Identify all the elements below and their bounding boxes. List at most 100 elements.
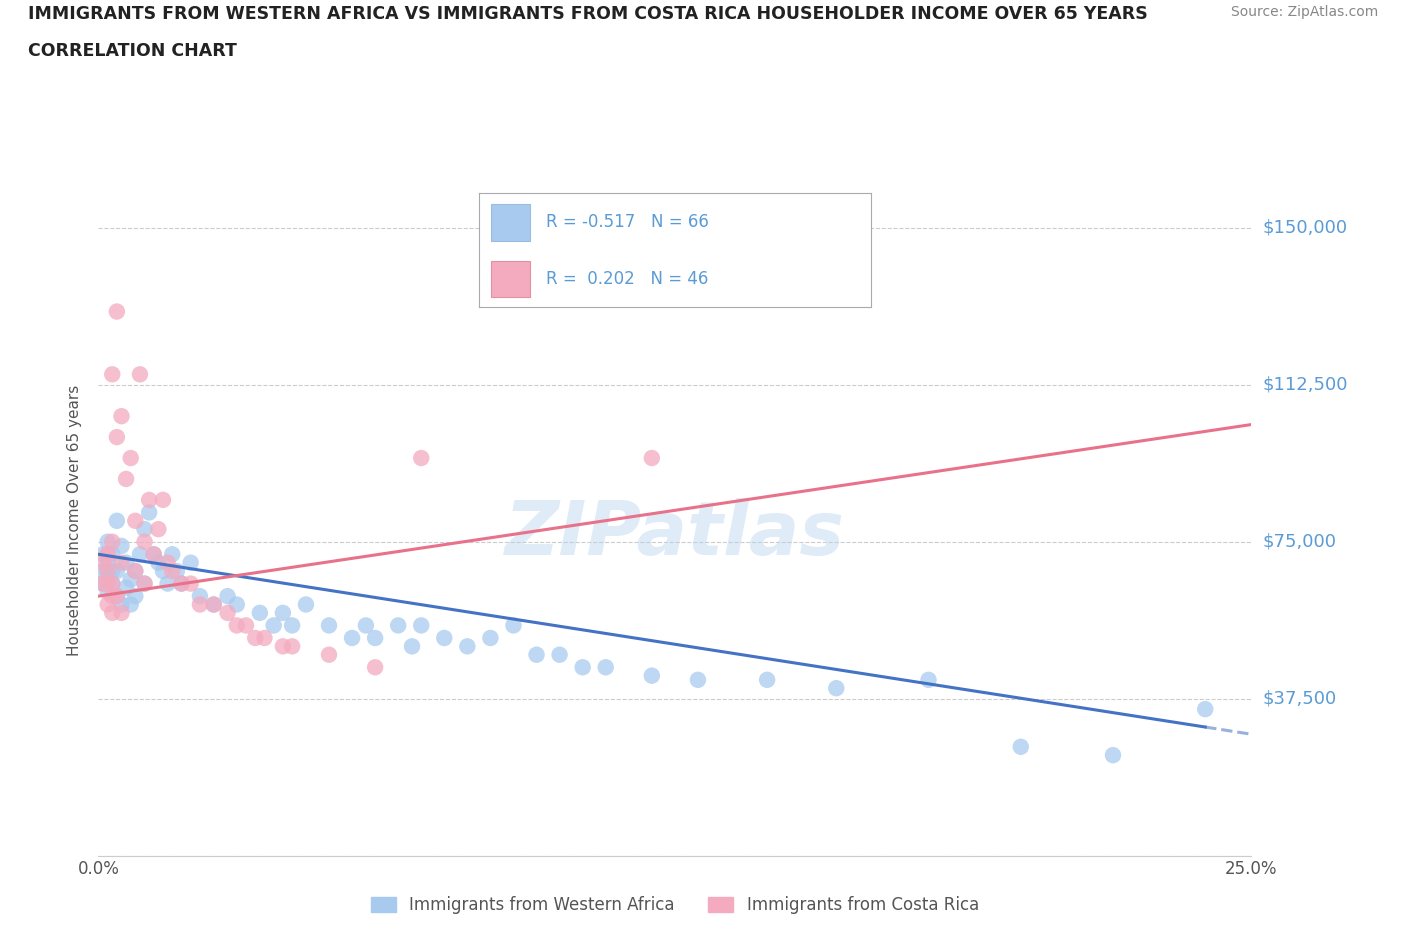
Point <box>138 505 160 520</box>
Point <box>318 647 340 662</box>
Point <box>97 585 120 600</box>
Point <box>120 572 142 587</box>
Point <box>101 564 124 578</box>
Point <box>479 631 502 645</box>
Point <box>245 631 267 645</box>
Point <box>917 672 939 687</box>
Point <box>134 576 156 591</box>
Point <box>156 576 179 591</box>
Point <box>364 631 387 645</box>
Point <box>91 555 114 570</box>
Point <box>105 304 128 319</box>
Point <box>180 576 202 591</box>
Point <box>101 576 124 591</box>
Point <box>502 618 524 633</box>
Point <box>105 513 128 528</box>
Point <box>340 631 363 645</box>
Point <box>101 367 124 382</box>
Point <box>97 597 120 612</box>
Point <box>401 639 423 654</box>
Point <box>217 605 239 620</box>
Point <box>120 451 142 466</box>
Point <box>249 605 271 620</box>
Legend: Immigrants from Western Africa, Immigrants from Costa Rica: Immigrants from Western Africa, Immigran… <box>364 890 986 921</box>
Point <box>148 522 170 537</box>
Text: $150,000: $150,000 <box>1263 219 1347 237</box>
Point <box>433 631 456 645</box>
Point <box>110 409 132 424</box>
Text: $112,500: $112,500 <box>1263 376 1348 393</box>
Text: ZIPatlas: ZIPatlas <box>505 498 845 571</box>
Point <box>217 589 239 604</box>
Point <box>110 555 132 570</box>
Point <box>91 564 114 578</box>
Point <box>756 672 779 687</box>
Point <box>571 660 593 675</box>
Point <box>101 576 124 591</box>
Point <box>101 589 124 604</box>
Point <box>115 580 138 595</box>
Point <box>595 660 617 675</box>
Point <box>188 589 211 604</box>
Point <box>134 522 156 537</box>
Point <box>105 589 128 604</box>
Point <box>188 597 211 612</box>
Point <box>235 618 257 633</box>
Point <box>115 472 138 486</box>
Point <box>97 576 120 591</box>
Point <box>124 564 146 578</box>
Point <box>105 430 128 445</box>
Point <box>1102 748 1125 763</box>
Point <box>641 668 664 683</box>
Point <box>281 639 304 654</box>
Point <box>281 618 304 633</box>
Point <box>202 597 225 612</box>
Point <box>101 547 124 562</box>
Point <box>411 451 433 466</box>
Point <box>91 547 114 562</box>
Point <box>138 493 160 508</box>
Text: $37,500: $37,500 <box>1263 690 1337 708</box>
Point <box>148 555 170 570</box>
Point <box>142 547 165 562</box>
Point <box>91 576 114 591</box>
Point <box>115 555 138 570</box>
Point <box>124 513 146 528</box>
Point <box>271 639 294 654</box>
Point <box>152 564 174 578</box>
Point <box>97 535 120 550</box>
Point <box>101 605 124 620</box>
Point <box>97 555 120 570</box>
Point <box>354 618 377 633</box>
Point <box>1010 739 1032 754</box>
Point <box>160 547 183 562</box>
Point <box>152 493 174 508</box>
Point <box>105 589 128 604</box>
Point <box>120 597 142 612</box>
Point <box>110 538 132 553</box>
Point <box>202 597 225 612</box>
Point <box>110 605 132 620</box>
Y-axis label: Householder Income Over 65 years: Householder Income Over 65 years <box>67 385 83 657</box>
Point <box>825 681 848 696</box>
Point <box>105 564 128 578</box>
Point <box>160 564 183 578</box>
Point <box>271 605 294 620</box>
Point <box>456 639 478 654</box>
Point <box>124 564 146 578</box>
Point <box>124 589 146 604</box>
Point <box>97 547 120 562</box>
Point <box>97 564 120 578</box>
Point <box>97 564 120 578</box>
Point <box>166 564 188 578</box>
Point <box>97 572 120 587</box>
Text: CORRELATION CHART: CORRELATION CHART <box>28 42 238 60</box>
Point <box>295 597 318 612</box>
Text: IMMIGRANTS FROM WESTERN AFRICA VS IMMIGRANTS FROM COSTA RICA HOUSEHOLDER INCOME : IMMIGRANTS FROM WESTERN AFRICA VS IMMIGR… <box>28 5 1147 22</box>
Point <box>129 367 152 382</box>
Point <box>129 547 152 562</box>
Text: Source: ZipAtlas.com: Source: ZipAtlas.com <box>1230 5 1378 19</box>
Point <box>91 576 114 591</box>
Point <box>548 647 571 662</box>
Point <box>156 555 179 570</box>
